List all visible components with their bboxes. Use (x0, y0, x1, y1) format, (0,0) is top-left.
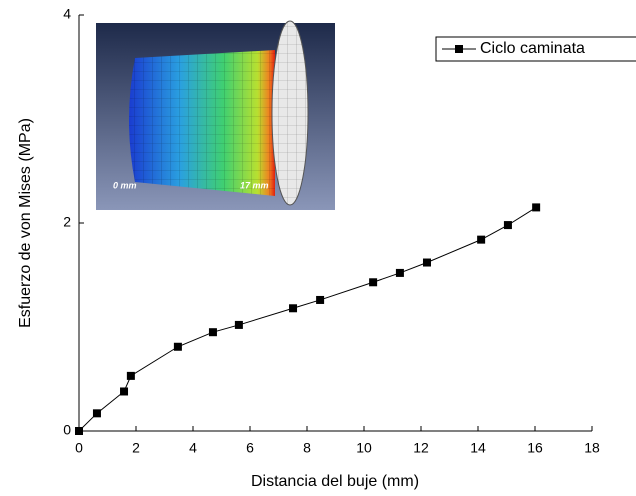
y-tick-label: 0 (63, 422, 71, 438)
inset-label: 17 mm (240, 180, 269, 190)
legend-marker (455, 45, 463, 53)
x-tick-label: 0 (75, 440, 83, 456)
data-point (395, 268, 404, 277)
data-point (75, 427, 83, 435)
data-point (208, 328, 217, 337)
x-tick-label: 12 (413, 440, 429, 456)
data-point (126, 371, 135, 380)
inset-label: 0 mm (113, 180, 137, 190)
x-tick-label: 2 (132, 440, 140, 456)
data-point (92, 409, 101, 418)
data-point (289, 304, 298, 313)
data-point (503, 221, 512, 230)
data-point (234, 320, 243, 329)
inset-image: 0 mm 17 mm (96, 20, 335, 210)
x-tick-label: 8 (303, 440, 311, 456)
legend-label: Ciclo caminata (480, 40, 585, 57)
x-tick-label: 16 (527, 440, 543, 456)
data-point (316, 295, 325, 304)
y-axis-label: Esfuerzo de von Mises (MPa) (17, 118, 34, 328)
x-tick-label: 4 (189, 440, 197, 456)
data-point (120, 387, 129, 396)
y-tick-label: 2 (63, 214, 71, 230)
series-line (78, 206, 537, 432)
data-point (422, 258, 431, 267)
x-tick-label: 18 (584, 440, 600, 456)
y-tick-label: 4 (63, 6, 71, 22)
x-tick-label: 10 (356, 440, 372, 456)
data-point (369, 278, 378, 287)
x-axis-label: Distancia del buje (mm) (251, 473, 419, 490)
data-point (477, 235, 486, 244)
data-point (173, 342, 182, 351)
x-tick-label: 6 (246, 440, 254, 456)
data-point (532, 203, 541, 212)
x-tick-label: 14 (470, 440, 486, 456)
